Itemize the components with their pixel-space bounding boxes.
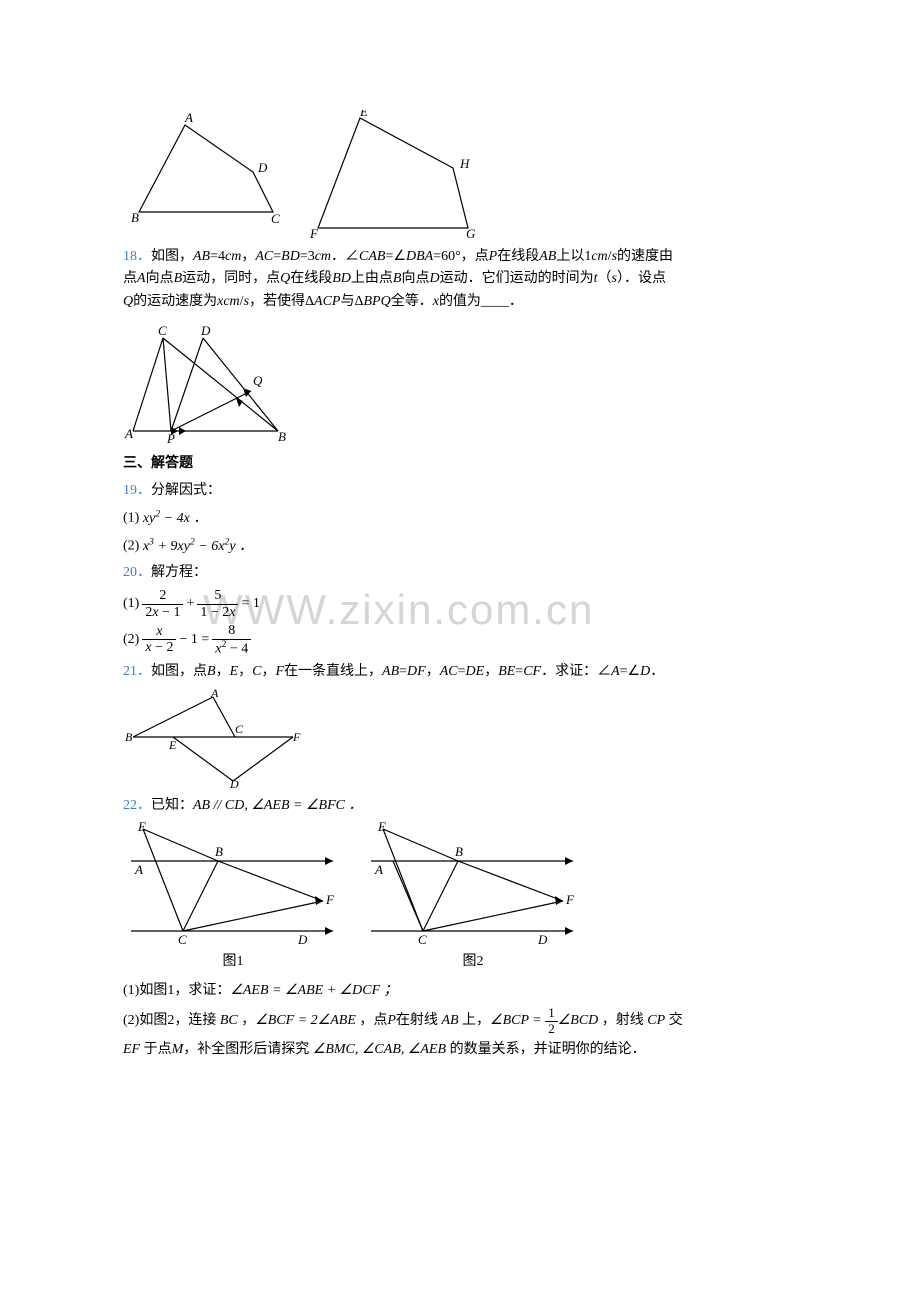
- label-B: B: [131, 210, 139, 225]
- problem-21: 21．如图，点B，E，C，F在一条直线上，AB=DF，AC=DE，BE=CF．求…: [123, 661, 797, 683]
- svg-text:B: B: [455, 844, 463, 859]
- svg-text:D: D: [297, 932, 308, 947]
- svg-text:D: D: [200, 323, 211, 338]
- svg-text:D: D: [229, 777, 239, 789]
- problem-20-1: (1) 22x − 1 + 51 − 2x = 1: [123, 588, 797, 620]
- svg-text:A: A: [210, 689, 219, 700]
- svg-text:C: C: [418, 932, 427, 947]
- problem-22-2: (2)如图2，连接 BC ，∠BCF = 2∠ABE ，点P在射线 AB 上，∠…: [123, 1006, 797, 1064]
- fig1-label: 图1: [123, 951, 343, 973]
- svg-text:E: E: [377, 821, 386, 834]
- svg-text:A: A: [374, 862, 383, 877]
- problem-18: 18．如图，AB=4cm，AC=BD=3cm．∠CAB=∠DBA=60°，点P在…: [123, 246, 797, 313]
- svg-text:B: B: [215, 844, 223, 859]
- svg-text:B: B: [125, 730, 133, 744]
- figure-18: A B C D P Q: [123, 323, 797, 443]
- figure-22-2: E A B C D F: [363, 821, 583, 951]
- svg-text:F: F: [325, 892, 335, 907]
- figure-row-22: E A B C D F 图1 E: [123, 821, 797, 973]
- figure-row-17: A B C D E F G H: [123, 110, 797, 240]
- section-3-title: 三、解答题: [123, 453, 797, 475]
- figure-22-1: E A B C D F: [123, 821, 343, 951]
- figure-21: A B E C F D: [123, 689, 797, 789]
- svg-text:C: C: [178, 932, 187, 947]
- svg-text:D: D: [537, 932, 548, 947]
- svg-text:P: P: [166, 431, 175, 443]
- problem-18-num: 18．: [123, 249, 151, 264]
- label-F: F: [309, 226, 319, 240]
- label-D: D: [257, 160, 268, 175]
- svg-text:E: E: [168, 738, 177, 752]
- figure-abcd: A B C D: [123, 110, 288, 225]
- label-A: A: [184, 110, 193, 125]
- svg-text:C: C: [158, 323, 167, 338]
- problem-22: 22．已知：AB // CD, ∠AEB = ∠BFC ．: [123, 795, 797, 817]
- label-C: C: [271, 211, 280, 225]
- svg-text:E: E: [137, 821, 146, 834]
- label-G: G: [466, 226, 476, 240]
- svg-text:C: C: [235, 722, 244, 736]
- label-E: E: [359, 110, 368, 119]
- svg-text:Q: Q: [253, 373, 263, 388]
- fig2-label: 图2: [363, 951, 583, 973]
- svg-text:A: A: [124, 426, 133, 441]
- problem-19-2: (2) x3 + 9xy2 − 6x2y ．: [123, 534, 797, 558]
- problem-20: 20．解方程：: [123, 562, 797, 584]
- svg-text:A: A: [134, 862, 143, 877]
- problem-20-2: (2) xx − 2 − 1 = 8x2 − 4: [123, 623, 797, 656]
- problem-22-1: (1)如图1，求证：∠AEB = ∠ABE + ∠DCF ；: [123, 980, 797, 1002]
- label-H: H: [459, 156, 470, 171]
- figure-efgh: E F G H: [308, 110, 483, 240]
- problem-19: 19．分解因式：: [123, 480, 797, 502]
- svg-text:F: F: [565, 892, 575, 907]
- svg-text:B: B: [278, 429, 286, 443]
- problem-19-1: (1) xy2 − 4x ．: [123, 506, 797, 530]
- svg-text:F: F: [292, 730, 301, 744]
